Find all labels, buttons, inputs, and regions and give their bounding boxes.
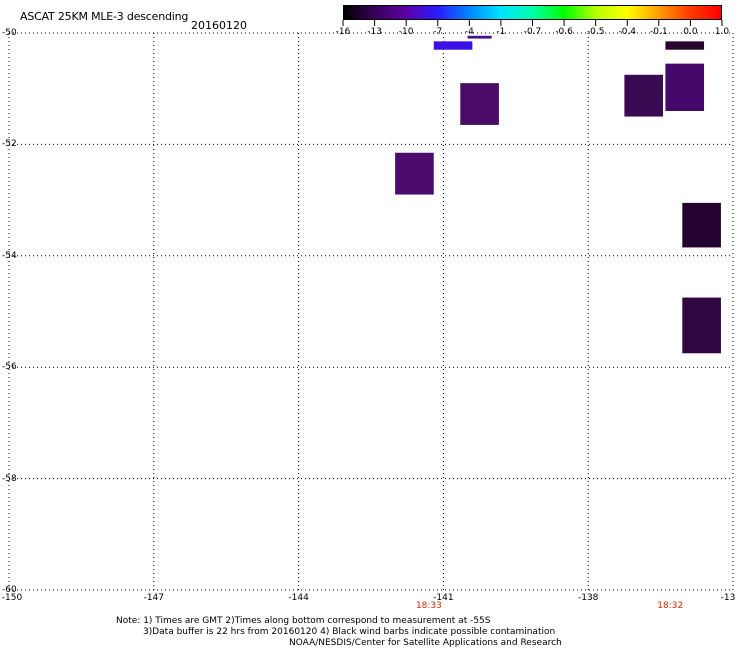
time-label: 18:32: [657, 601, 684, 611]
colorbar-label: -0.7: [523, 27, 542, 37]
wind-cell: [624, 74, 664, 117]
latitude-label: -56: [2, 362, 17, 373]
latitude-label: -52: [2, 139, 17, 150]
colorbar-label: -7: [433, 27, 443, 37]
colorbar-label: -0.6: [555, 27, 573, 37]
longitude-label: -13: [720, 593, 736, 603]
latitude-label: -60: [2, 585, 17, 595]
colorbar-label: -0.5: [586, 27, 605, 37]
map-title: ASCAT 25KM MLE-3 descending: [20, 10, 189, 23]
colorbar-label: -10: [398, 27, 414, 37]
colorbar-label: -13: [367, 27, 382, 37]
wind-cell: [665, 63, 705, 111]
wind-cell: [460, 83, 499, 125]
wind-cell: [467, 35, 492, 39]
note-line-2: 3)Data buffer is 22 hrs from 20160120 4)…: [143, 627, 556, 637]
longitude-label: -144: [288, 593, 309, 603]
wind-cell: [682, 202, 721, 248]
colorbar-label: 1.0: [714, 27, 730, 37]
wind-cell: [395, 152, 434, 195]
note-line-1: Note: 1) Times are GMT 2)Times along bot…: [116, 616, 491, 626]
map-date: 20160120: [191, 19, 247, 32]
colorbar-label: 0.0: [683, 27, 698, 37]
colorbar-label: -0.1: [650, 27, 668, 37]
colorbar-label: -0.4: [618, 27, 637, 37]
latitude-label: -58: [2, 473, 17, 484]
colorbar-label: -4: [464, 27, 474, 37]
wind-cell: [433, 41, 473, 50]
wind-cell: [682, 297, 721, 354]
note-line-3: NOAA/NESDIS/Center for Satellite Applica…: [289, 638, 562, 648]
time-label: 18:33: [415, 601, 442, 611]
longitude-label: -147: [143, 593, 165, 603]
colorbar-label: -16: [335, 27, 351, 37]
colorbar: [343, 5, 722, 20]
longitude-label: -138: [577, 593, 599, 603]
longitude-label: -150: [1, 593, 23, 603]
latitude-label: -54: [2, 250, 17, 261]
colorbar-label: -1: [496, 27, 506, 37]
wind-cell: [665, 41, 705, 50]
latitude-label: -50: [2, 28, 17, 38]
longitude-label: -141: [433, 593, 454, 603]
